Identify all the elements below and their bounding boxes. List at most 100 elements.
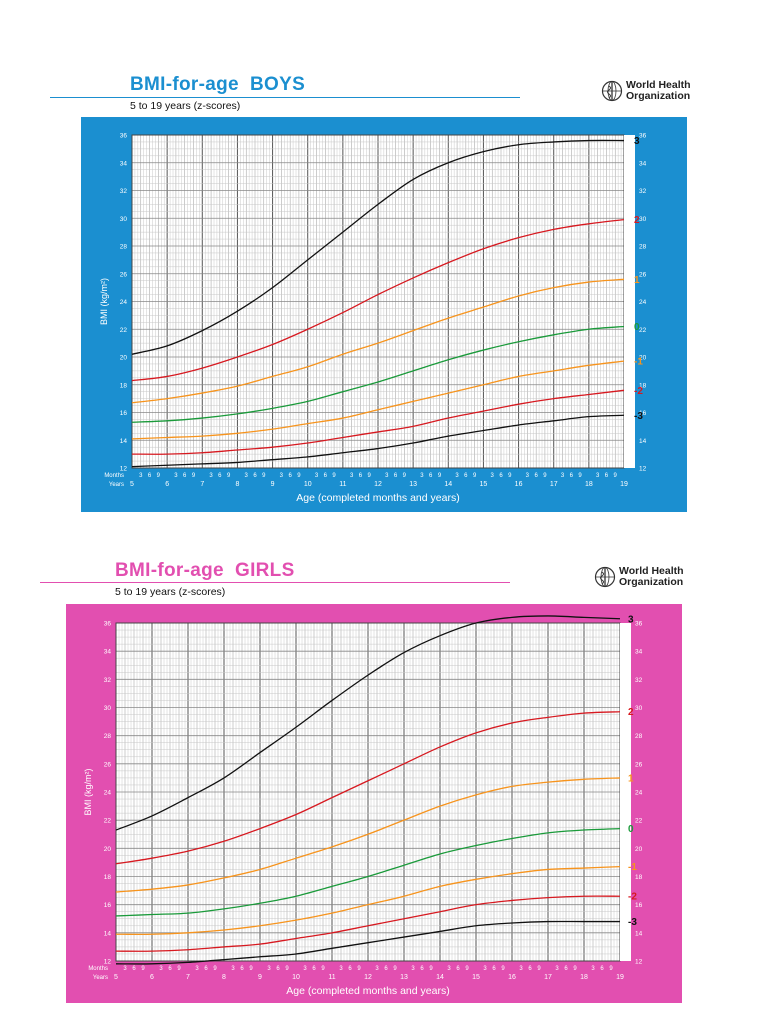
x-tick-label: 13 (409, 481, 417, 488)
month-tick-label: 3 (280, 473, 284, 479)
y-tick-label-left: 20 (120, 355, 128, 362)
series-label-z-2: -2 (628, 892, 637, 903)
x-tick-label: 5 (114, 974, 118, 981)
month-tick-label: 9 (357, 966, 361, 972)
x-axis-label: Age (completed months and years) (286, 985, 449, 997)
y-tick-label-right: 36 (639, 133, 647, 140)
who-name-line1: World Health (619, 565, 684, 577)
x-tick-label: 6 (165, 481, 169, 488)
month-tick-label: 9 (573, 966, 577, 972)
month-tick-label: 3 (195, 966, 199, 972)
series-group: 3 2 1 0 -1 -2 -3 (131, 136, 643, 468)
series-label-z-2: -2 (634, 386, 643, 397)
years-row-label: Years (93, 975, 108, 981)
y-tick-label-right: 20 (635, 846, 643, 853)
y-tick-label-right: 24 (635, 790, 643, 797)
x-tick-label: 7 (186, 974, 190, 981)
x-tick-label: 17 (544, 974, 552, 981)
y-tick-label-left: 36 (120, 133, 128, 140)
month-tick-label: 6 (564, 966, 568, 972)
month-tick-label: 9 (285, 966, 289, 972)
series-line-z-3 (115, 920, 620, 965)
series-line-z2 (131, 218, 625, 382)
chart-subtitle: 5 to 19 years (z-scores) (115, 586, 226, 598)
y-tick-label-right: 22 (639, 327, 647, 334)
y-tick-label-right: 30 (639, 216, 647, 223)
month-tick-label: 3 (350, 473, 354, 479)
month-tick-label: 9 (321, 966, 325, 972)
who-emblem-icon (601, 80, 623, 102)
month-tick-label: 6 (570, 473, 574, 479)
y-tick-label-left: 34 (104, 649, 112, 656)
month-tick-label: 6 (204, 966, 208, 972)
month-tick-label: 3 (596, 473, 600, 479)
boys-chart-panel: 12 12 14 14 16 16 18 18 20 20 22 22 24 24 26 26 28 28 30 30… (81, 117, 687, 512)
month-tick-label: 3 (385, 473, 389, 479)
month-tick-label: 6 (429, 473, 433, 479)
x-tick-label: 11 (339, 481, 346, 488)
x-tick-label: 10 (292, 974, 300, 981)
month-tick-label: 3 (483, 966, 487, 972)
who-name: World Health Organization (626, 80, 691, 102)
month-tick-label: 6 (499, 473, 503, 479)
series-group: 3 2 1 0 -1 -2 -3 (115, 614, 637, 965)
chart-title: BMI-for-age BOYS (130, 74, 306, 95)
x-tick-label: 10 (304, 481, 312, 488)
girls-chart-panel: 12 12 14 14 16 16 18 18 20 20 22 22 24 24 26 26 28 28 30 30… (66, 604, 682, 1003)
y-tick-label-right: 34 (635, 649, 643, 656)
who-name-line2: Organization (619, 576, 684, 588)
y-tick-label-left: 22 (104, 818, 112, 825)
series-line-z3 (131, 139, 625, 355)
chart-title: BMI-for-age GIRLS (115, 560, 295, 581)
month-tick-label: 9 (501, 966, 505, 972)
month-tick-label: 6 (384, 966, 388, 972)
month-tick-label: 9 (609, 966, 613, 972)
chart-subtitle: 5 to 19 years (z-scores) (130, 100, 241, 112)
x-tick-label: 17 (550, 481, 558, 488)
grid (115, 622, 621, 962)
y-tick-label-right: 28 (635, 733, 643, 740)
x-tick-label: 9 (271, 481, 275, 488)
y-tick-label-left: 24 (104, 790, 112, 797)
y-tick-label-left: 24 (120, 299, 128, 306)
z-label-strip (624, 135, 635, 468)
month-tick-label: 3 (555, 966, 559, 972)
who-logo: World Health Organization (594, 566, 684, 588)
month-tick-label: 9 (578, 473, 582, 479)
month-tick-label: 9 (332, 473, 336, 479)
month-tick-label: 3 (267, 966, 271, 972)
title-rule (50, 97, 520, 98)
series-line-z1 (131, 278, 625, 404)
y-tick-label-left: 14 (120, 438, 128, 445)
months-row-label: Months (88, 966, 108, 972)
x-tick-label: 15 (480, 481, 488, 488)
y-tick-label-left: 36 (104, 621, 112, 628)
y-tick-label-left: 16 (120, 410, 128, 417)
y-tick-label-left: 32 (104, 677, 112, 684)
month-tick-label: 6 (324, 473, 328, 479)
month-tick-label: 3 (455, 473, 459, 479)
x-tick-label: 18 (580, 974, 588, 981)
month-tick-label: 3 (174, 473, 178, 479)
month-tick-label: 6 (132, 966, 136, 972)
month-tick-label: 3 (519, 966, 523, 972)
month-tick-label: 9 (543, 473, 547, 479)
y-tick-label-right: 12 (639, 466, 647, 473)
y-tick-label-left: 12 (104, 959, 112, 966)
month-tick-label: 9 (537, 966, 541, 972)
series-label-z-3: -3 (634, 411, 643, 422)
y-tick-label-left: 12 (120, 466, 128, 473)
series-line-z-2 (131, 389, 625, 455)
series-line-z-1 (115, 865, 621, 935)
month-tick-label: 6 (600, 966, 604, 972)
y-tick-label-right: 30 (635, 705, 643, 712)
month-tick-label: 3 (245, 473, 249, 479)
title-rule (40, 582, 510, 583)
y-tick-label-right: 20 (639, 355, 647, 362)
series-label-z-3: -3 (628, 917, 637, 928)
month-tick-label: 6 (312, 966, 316, 972)
month-tick-label: 6 (492, 966, 496, 972)
x-tick-label: 16 (508, 974, 516, 981)
month-tick-label: 6 (348, 966, 352, 972)
